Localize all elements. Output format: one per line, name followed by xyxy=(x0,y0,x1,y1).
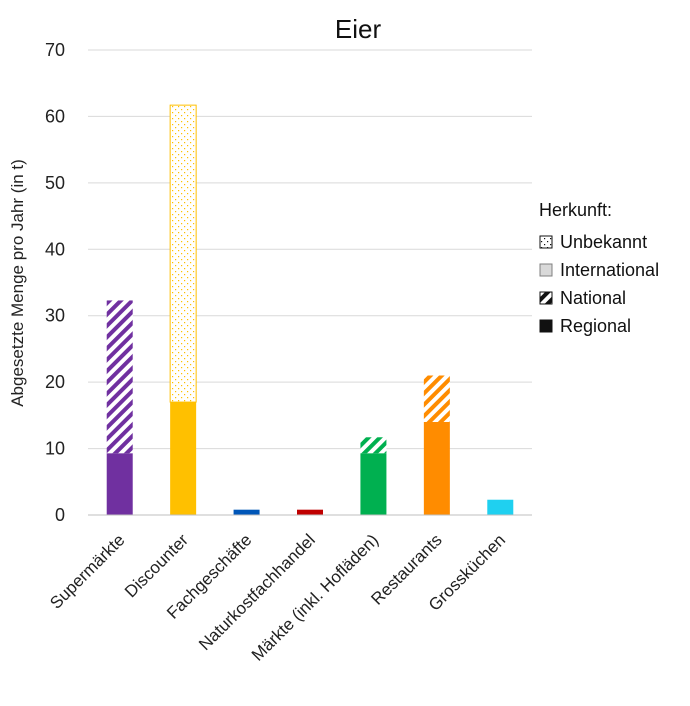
legend-label-unbekannt: Unbekannt xyxy=(560,232,647,252)
bar-segment-regional xyxy=(170,402,197,515)
bar-segment-regional xyxy=(106,453,133,515)
legend-title: Herkunft: xyxy=(539,200,612,220)
legend-label-national: National xyxy=(560,288,626,308)
legend-swatch-regional xyxy=(539,319,553,333)
bar-segment-unbekannt xyxy=(169,104,197,403)
y-tick-label: 20 xyxy=(45,372,65,392)
bar-segment-regional xyxy=(423,422,450,515)
y-axis-label: Abgesetzte Menge pro Jahr (in t) xyxy=(8,159,27,407)
bar-segment-regional xyxy=(297,509,323,515)
bar-segment-national xyxy=(106,300,133,454)
legend-swatch-unbekannt xyxy=(539,235,553,249)
legend-swatch-national xyxy=(539,291,553,305)
y-tick-label: 40 xyxy=(45,239,65,259)
legend: Herkunft: Unbekannt International National… xyxy=(539,200,659,336)
x-category-label: Märkte (inkl. Hofläden) xyxy=(248,530,382,664)
y-tick-label: 70 xyxy=(45,40,65,60)
legend-swatch-international xyxy=(539,263,553,277)
y-ticks: 0 10 20 30 40 50 60 70 xyxy=(45,40,65,525)
bar-segment-national xyxy=(423,375,450,422)
y-tick-label: 0 xyxy=(55,505,65,525)
chart-title: Eier xyxy=(335,14,382,44)
legend-label-regional: Regional xyxy=(560,316,631,336)
y-tick-label: 60 xyxy=(45,106,65,126)
x-category-label: Supermärkte xyxy=(46,530,128,612)
x-category-label: Naturkostfachhandel xyxy=(195,530,319,654)
legend-label-international: International xyxy=(560,260,659,280)
bar-segment-regional xyxy=(233,509,260,515)
y-tick-label: 30 xyxy=(45,306,65,326)
x-categories: SupermärkteDiscounterFachgeschäfteNaturk… xyxy=(46,530,509,665)
y-tick-label: 50 xyxy=(45,173,65,193)
bars xyxy=(106,104,514,515)
bar-segment-regional xyxy=(360,453,387,515)
y-tick-label: 10 xyxy=(45,439,65,459)
bar-segment-national xyxy=(360,437,387,454)
gridlines xyxy=(88,49,532,450)
bar-segment-regional xyxy=(487,499,514,515)
